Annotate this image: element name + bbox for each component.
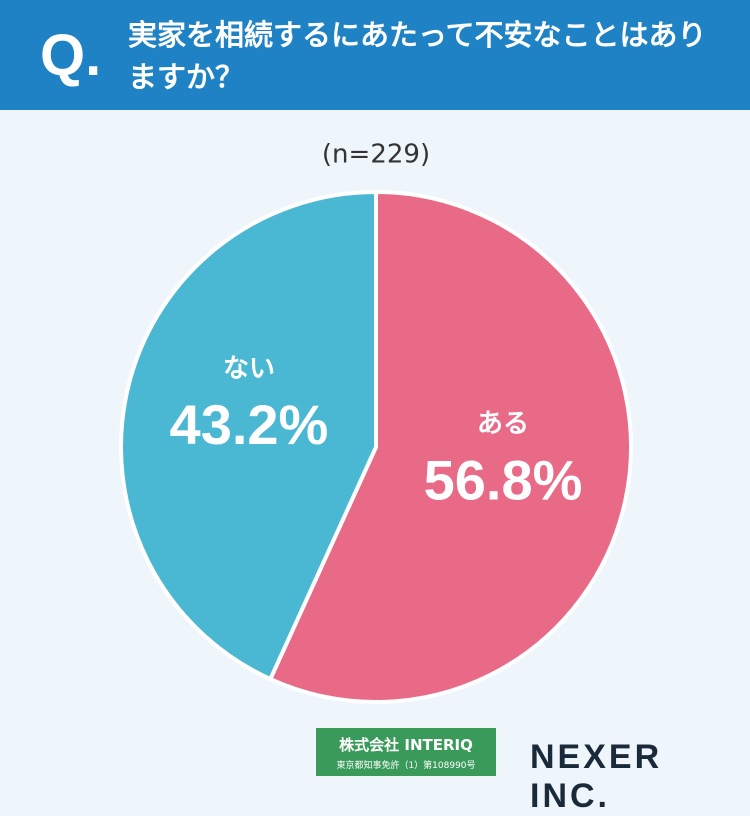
slice-category: ない xyxy=(223,354,275,384)
pie-slice xyxy=(119,189,378,682)
slice-category: ある xyxy=(477,409,529,439)
brand-logo: NEXER INC. xyxy=(530,738,663,815)
chart: (n=229) ある 56.8% ない 43.2% xyxy=(119,140,633,704)
company-name: 株式会社 INTERIQ xyxy=(339,736,473,754)
slice-value-label: 56.8% xyxy=(424,448,583,511)
pie-slice xyxy=(267,189,633,704)
question-marker: Q. xyxy=(40,23,102,88)
interiq-logo: 株式会社 INTERIQ 東京都知事免許（1）第108990号 xyxy=(316,728,496,776)
chart-title: 実家を相続するにあたって不安なことはありますか？ xyxy=(128,18,707,94)
slice-value-label: 43.2% xyxy=(170,393,329,456)
header-bar: Q. 実家を相続するにあたって不安なことはありますか？ xyxy=(0,0,750,110)
license-text: 東京都知事免許（1）第108990号 xyxy=(336,761,476,771)
chart-subtitle: (n=229) xyxy=(322,140,430,170)
